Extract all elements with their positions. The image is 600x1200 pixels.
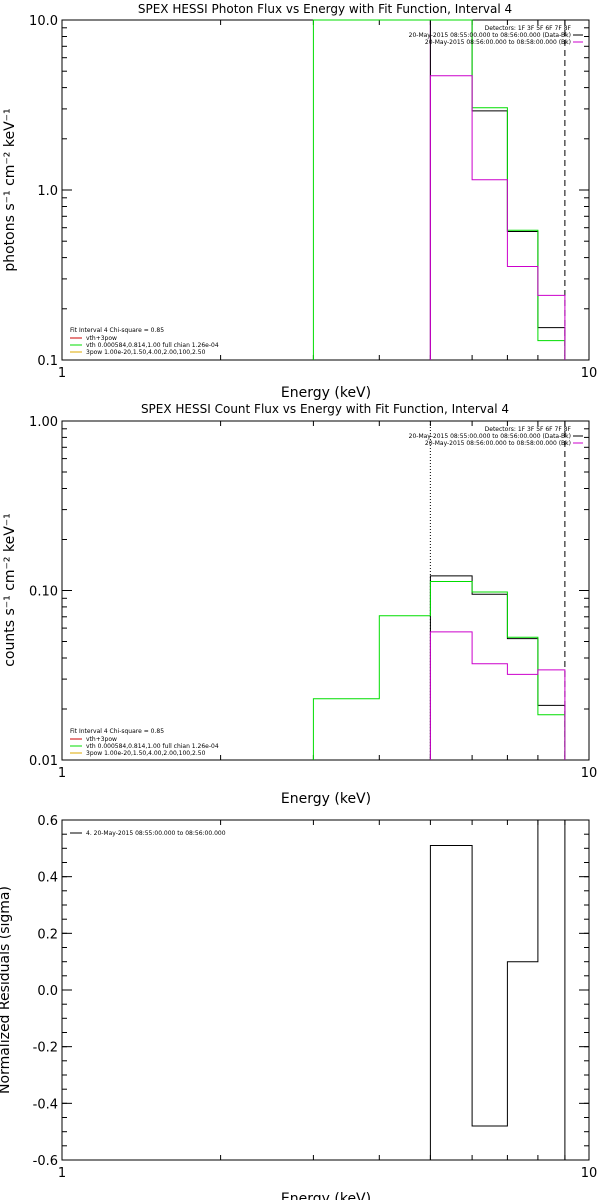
- x-tick-label: 10: [581, 1166, 598, 1181]
- series-2-steps: [429, 75, 566, 360]
- legend-bottom: Fit Interval 4 Chi-square = 0.85 vth+3po…: [70, 327, 219, 356]
- legend-entry: vth 0.000584,0.814,1.00 full chian 1.26e…: [86, 342, 219, 349]
- y-tick-label: 0.2: [37, 927, 58, 942]
- x-tick-label: 10: [581, 366, 598, 381]
- series-2-steps: [429, 631, 566, 760]
- legend-entry: 3pow 1.00e-20,1.50,4.00,2.00,100,2.50: [86, 349, 206, 356]
- axis-ticks: 1 10 0.01 0.10 1.00: [29, 415, 597, 781]
- y-tick-label: -0.2: [33, 1041, 58, 1056]
- legend-top: Detectors: 1F 3F 5F 6F 7F 8F 20-May-2015…: [409, 426, 583, 447]
- y-axis-label: Normalized Residuals (sigma): [0, 886, 13, 1094]
- series-1-steps: [312, 581, 566, 760]
- legend-entry: 4. 20-May-2015 08:55:00.000 to 08:56:00.…: [86, 830, 226, 837]
- plot-frame: [61, 420, 590, 761]
- legend-entry: 20-May-2015 08:56:00.000 to 08:58:00.000…: [425, 440, 571, 447]
- y-tick-label: 0.10: [29, 585, 58, 600]
- y-axis-label: photons s⁻¹ cm⁻² keV⁻¹: [2, 108, 18, 271]
- y-tick-label: -0.6: [33, 1154, 58, 1169]
- data-series: [312, 421, 566, 760]
- axis-ticks: 1 10 -0.6 -0.4 -0.2 0.0 0.2 0.4 0.6: [33, 814, 598, 1181]
- x-axis-label: Energy (keV): [281, 791, 371, 807]
- y-tick-label: 10.0: [29, 14, 58, 29]
- x-axis-label: Energy (keV): [281, 385, 371, 401]
- y-axis-label: counts s⁻¹ cm⁻² keV⁻¹: [2, 513, 18, 667]
- legend-entry: 20-May-2015 08:55:00.000 to 08:56:00.000…: [409, 32, 571, 39]
- y-tick-label: 0.4: [37, 871, 58, 886]
- legend-entry: 20-May-2015 08:56:00.000 to 08:58:00.000…: [425, 39, 571, 46]
- legend-entry: vth+3pow: [86, 736, 117, 743]
- count-flux-panel: SPEX HESSI Count Flux vs Energy with Fit…: [2, 402, 597, 807]
- fit-info: Fit Interval 4 Chi-square = 0.85: [70, 728, 164, 735]
- data-series: [312, 19, 566, 360]
- legend-entry: vth 0.000584,0.814,1.00 full chian 1.26e…: [86, 743, 219, 750]
- series-1-steps: [312, 19, 566, 360]
- x-tick-label: 10: [581, 766, 598, 781]
- plot-frame: [61, 819, 590, 1161]
- legend-entry: 20-May-2015 08:55:00.000 to 08:56:00.000…: [409, 433, 571, 440]
- x-tick-label: 1: [58, 366, 66, 381]
- photon-flux-panel: SPEX HESSI Photon Flux vs Energy with Fi…: [2, 2, 597, 401]
- residuals-panel: Energy (keV) Normalized Residuals (sigma…: [0, 814, 597, 1200]
- axis-ticks: 1 10 0.1 1.0 10.0: [29, 14, 597, 381]
- legend-bottom: Fit Interval 4 Chi-square = 0.85 vth+3po…: [70, 728, 219, 757]
- y-tick-label: 0.01: [29, 754, 58, 769]
- series-0-steps: [429, 19, 566, 360]
- y-tick-label: 1.0: [37, 184, 58, 199]
- legend-title: Detectors: 1F 3F 5F 6F 7F 8F: [485, 426, 572, 433]
- y-tick-label: 0.1: [37, 354, 58, 369]
- x-tick-label: 1: [58, 766, 66, 781]
- fit-info: Fit Interval 4 Chi-square = 0.85: [70, 327, 164, 334]
- plot-frame: [61, 19, 590, 361]
- series-0-steps: [429, 575, 566, 760]
- x-tick-label: 1: [58, 1166, 66, 1181]
- legend-entry: vth+3pow: [86, 335, 117, 342]
- x-axis-label: Energy (keV): [281, 1191, 371, 1200]
- y-tick-label: 1.00: [29, 415, 58, 430]
- legend-title: Detectors: 1F 3F 5F 6F 7F 8F: [485, 25, 572, 32]
- legend-top: 4. 20-May-2015 08:55:00.000 to 08:56:00.…: [70, 830, 226, 837]
- legend-entry: 3pow 1.00e-20,1.50,4.00,2.00,100,2.50: [86, 750, 206, 757]
- chart-title: SPEX HESSI Count Flux vs Energy with Fit…: [141, 402, 509, 416]
- y-tick-label: 0.0: [37, 984, 58, 999]
- chart-title: SPEX HESSI Photon Flux vs Energy with Fi…: [138, 2, 512, 16]
- y-tick-label: -0.4: [33, 1097, 58, 1112]
- data-series: [429, 819, 566, 1160]
- series-0-steps: [429, 819, 566, 1160]
- y-tick-label: 0.6: [37, 814, 58, 829]
- legend-top: Detectors: 1F 3F 5F 6F 7F 8F 20-May-2015…: [409, 25, 583, 46]
